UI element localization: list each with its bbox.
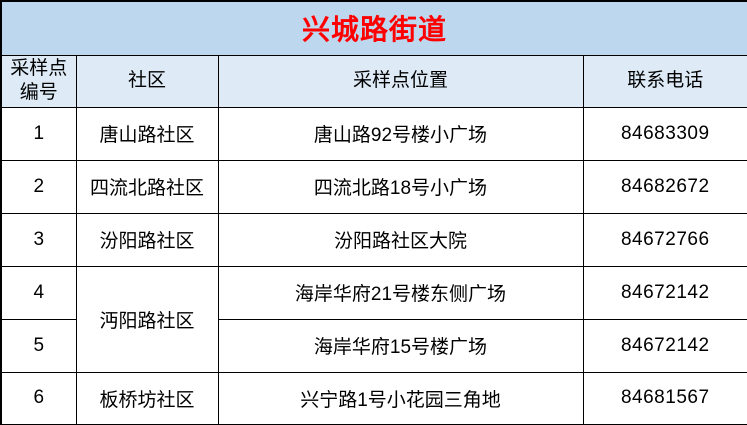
row-number-cell: 4	[0, 265, 77, 320]
header-number-line1: 采样点	[10, 58, 68, 80]
location-cell: 唐山路92号楼小广场	[217, 106, 584, 161]
community-cell: 汾阳路社区	[75, 212, 219, 267]
phone-cell: 84672766	[582, 212, 747, 267]
phone-cell: 84672142	[582, 318, 747, 373]
table-row: 3 汾阳路社区 汾阳路社区大院 84672766	[0, 212, 747, 267]
table-row: 1 唐山路社区 唐山路92号楼小广场 84683309	[0, 106, 747, 161]
row-number-cell: 6	[0, 371, 77, 425]
phone-cell: 84672142	[582, 265, 747, 320]
location-cell: 四流北路18号小广场	[217, 159, 584, 214]
community-cell-merged: 沔阳路社区	[75, 265, 219, 373]
phone-cell: 84681567	[582, 371, 747, 425]
location-cell: 海岸华府21号楼东侧广场	[217, 265, 584, 320]
phone-cell: 84682672	[582, 159, 747, 214]
header-row: 采样点 编号 社区 采样点位置 联系电话	[0, 54, 747, 108]
table-row: 4 沔阳路社区 海岸华府21号楼东侧广场 84672142	[0, 265, 747, 373]
community-cell: 四流北路社区	[75, 159, 219, 214]
row-number-cell: 3	[0, 212, 77, 267]
table-row: 6 板桥坊社区 兴宁路1号小花园三角地 84681567	[0, 371, 747, 425]
row-number-cell: 2	[0, 159, 77, 214]
header-number-line2: 编号	[19, 82, 58, 103]
phone-cell: 84683309	[582, 106, 747, 161]
community-cell: 唐山路社区	[75, 106, 219, 161]
page-title: 兴城路街道	[0, 0, 747, 56]
community-cell: 板桥坊社区	[75, 371, 219, 425]
location-cell: 海岸华府15号楼广场	[217, 318, 584, 373]
header-community: 社区	[75, 54, 219, 108]
row-number-cell: 5	[0, 318, 77, 373]
table-row: 2 四流北路社区 四流北路18号小广场 84682672	[0, 159, 747, 214]
header-location: 采样点位置	[217, 54, 584, 108]
header-sampling-point-number: 采样点 编号	[0, 54, 77, 108]
row-number-cell: 1	[0, 106, 77, 161]
table-row: 5 海岸华府15号楼广场 84672142	[0, 318, 747, 373]
header-phone: 联系电话	[582, 54, 747, 108]
location-cell: 汾阳路社区大院	[217, 212, 584, 267]
title-row: 兴城路街道	[0, 0, 747, 56]
location-cell: 兴宁路1号小花园三角地	[217, 371, 584, 425]
